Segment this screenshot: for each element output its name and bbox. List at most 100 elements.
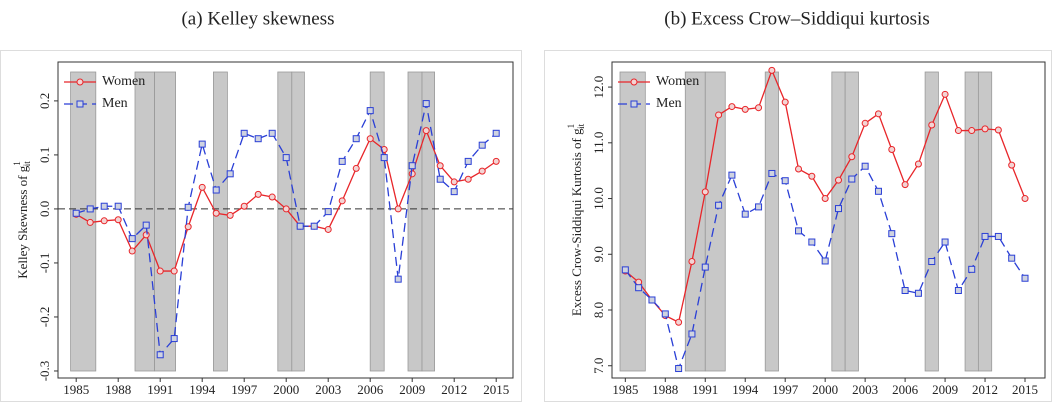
point bbox=[450, 188, 458, 196]
point bbox=[914, 160, 922, 168]
plot-frame bbox=[611, 61, 1046, 379]
point bbox=[994, 126, 1002, 134]
x-tick-label: 1985 bbox=[612, 382, 638, 397]
point bbox=[1008, 161, 1016, 169]
point bbox=[282, 205, 290, 213]
point bbox=[268, 129, 276, 137]
y-tick-label: 12.0 bbox=[591, 76, 606, 99]
shaded-span bbox=[844, 71, 859, 372]
point bbox=[848, 175, 856, 183]
shaded-span bbox=[212, 71, 228, 372]
point bbox=[114, 216, 122, 224]
y-tick-label: 11.0 bbox=[591, 132, 606, 154]
point bbox=[901, 181, 909, 189]
x-tick-label: 1988 bbox=[105, 382, 131, 397]
point bbox=[128, 247, 136, 255]
point bbox=[492, 157, 500, 165]
point bbox=[781, 98, 789, 106]
point bbox=[941, 90, 949, 98]
point bbox=[408, 162, 416, 170]
shaded-span bbox=[407, 71, 423, 372]
legend-label: Women bbox=[102, 74, 145, 89]
x-tick-label: 2003 bbox=[315, 382, 341, 397]
point bbox=[834, 176, 842, 184]
point bbox=[728, 103, 736, 111]
point bbox=[755, 104, 763, 112]
shaded-span bbox=[421, 71, 435, 372]
shaded-span bbox=[924, 71, 939, 372]
point bbox=[701, 263, 709, 271]
point bbox=[464, 175, 472, 183]
point bbox=[968, 127, 976, 135]
shaded-span bbox=[831, 71, 846, 372]
x-tick-label: 2012 bbox=[972, 382, 998, 397]
shaded-span bbox=[764, 71, 779, 372]
point bbox=[1021, 274, 1029, 282]
point bbox=[380, 154, 388, 162]
point bbox=[715, 201, 723, 209]
point bbox=[954, 127, 962, 135]
legend-marker bbox=[630, 78, 638, 86]
shaded-span bbox=[291, 71, 305, 372]
x-tick-label: 2000 bbox=[812, 382, 838, 397]
point bbox=[226, 170, 234, 178]
point bbox=[170, 267, 178, 275]
point bbox=[114, 202, 122, 210]
point bbox=[968, 265, 976, 273]
point bbox=[450, 178, 458, 186]
legend-label: Women bbox=[656, 74, 699, 89]
point bbox=[324, 225, 332, 233]
point bbox=[464, 157, 472, 165]
y-tick-label: -0.3 bbox=[37, 361, 52, 382]
chart-title: (a) Kelley skewness bbox=[181, 8, 334, 29]
x-tick-label: 1985 bbox=[63, 382, 89, 397]
point bbox=[741, 105, 749, 113]
legend-label: Men bbox=[102, 96, 128, 111]
x-tick-label: 2000 bbox=[273, 382, 299, 397]
point bbox=[86, 218, 94, 226]
y-axis-label-main: Excess Crow-Siddiqui Kurtosis of g bbox=[569, 128, 584, 316]
point bbox=[928, 121, 936, 129]
point bbox=[834, 205, 842, 213]
legend-marker bbox=[76, 100, 84, 108]
point bbox=[688, 258, 696, 266]
point bbox=[142, 231, 150, 239]
point bbox=[170, 335, 178, 343]
point bbox=[768, 169, 776, 177]
point bbox=[240, 129, 248, 137]
point bbox=[366, 107, 374, 115]
point bbox=[701, 188, 709, 196]
point bbox=[198, 140, 206, 148]
legend-marker bbox=[630, 100, 638, 108]
y-tick-label: 0.0 bbox=[37, 201, 52, 217]
point bbox=[675, 365, 683, 373]
point bbox=[781, 177, 789, 185]
shaded-span bbox=[369, 71, 385, 372]
y-tick-label: -0.2 bbox=[37, 307, 52, 328]
point bbox=[1008, 254, 1016, 262]
point bbox=[914, 289, 922, 297]
point bbox=[408, 170, 416, 178]
point bbox=[394, 275, 402, 283]
point bbox=[755, 203, 763, 211]
point bbox=[156, 267, 164, 275]
x-tick-label: 2003 bbox=[852, 382, 878, 397]
point bbox=[795, 165, 803, 173]
point bbox=[808, 238, 816, 246]
y-tick-label: 8.0 bbox=[591, 302, 606, 318]
point bbox=[184, 223, 192, 231]
point bbox=[310, 222, 318, 230]
y-axis-label: Excess Crow-Siddiqui Kurtosis of g1it bbox=[566, 123, 586, 316]
x-tick-label: 2006 bbox=[892, 382, 919, 397]
point bbox=[394, 205, 402, 213]
point bbox=[352, 135, 360, 143]
chart-title: (b) Excess Crow–Siddiqui kurtosis bbox=[664, 8, 929, 29]
x-tick-label: 1994 bbox=[732, 382, 759, 397]
y-axis-label-sup: 1 bbox=[566, 124, 576, 129]
x-tick-label: 2009 bbox=[399, 382, 425, 397]
point bbox=[981, 232, 989, 240]
point bbox=[675, 318, 683, 326]
point bbox=[128, 235, 136, 243]
point bbox=[741, 210, 749, 218]
shaded-span bbox=[684, 71, 706, 372]
